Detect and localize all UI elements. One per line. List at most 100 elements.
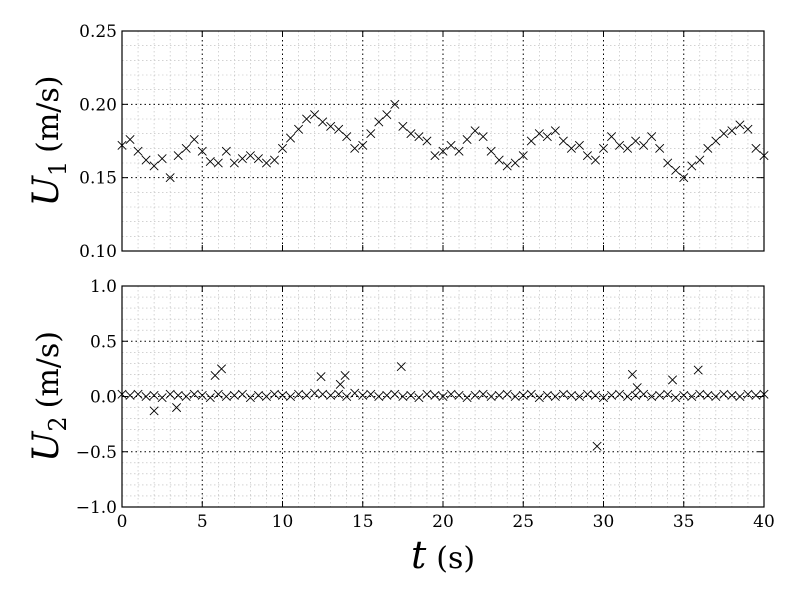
data-point — [334, 389, 344, 399]
data-point — [518, 151, 528, 161]
data-point — [478, 132, 488, 142]
data-point — [189, 389, 199, 399]
data-point — [719, 389, 729, 399]
data-point — [374, 117, 384, 127]
data-point — [286, 391, 296, 402]
data-point — [286, 133, 296, 143]
data-point — [165, 173, 175, 183]
data-point — [197, 390, 207, 400]
data-point — [157, 393, 167, 403]
data-point — [632, 383, 642, 393]
data-point — [494, 390, 504, 400]
bottom-y-tick-labels: −1.0 −0.5 0.0 0.5 1.0 — [76, 277, 117, 518]
bottom-ylabel-symbol: U — [26, 430, 67, 462]
data-point — [294, 389, 304, 399]
data-point — [414, 132, 424, 142]
data-point — [141, 391, 151, 402]
data-point — [510, 158, 520, 168]
data-point — [671, 165, 681, 175]
data-point — [125, 135, 135, 145]
data-point — [350, 143, 360, 153]
data-point — [133, 389, 143, 399]
data-point — [679, 173, 689, 183]
bottom-plot-frame — [121, 285, 765, 508]
top-scatter-markers — [117, 99, 769, 183]
data-point — [422, 136, 432, 146]
data-point — [719, 129, 729, 139]
data-point — [438, 146, 448, 156]
data-point — [149, 406, 159, 416]
data-point — [558, 389, 568, 399]
data-point — [173, 390, 183, 400]
top-panel-u1: 0.10 0.15 0.20 0.25 U1 (m/s) — [26, 22, 769, 262]
data-point — [462, 393, 472, 403]
data-point — [213, 158, 223, 168]
data-point — [342, 391, 352, 402]
data-point — [526, 389, 536, 399]
data-point — [615, 389, 625, 399]
data-point — [342, 132, 352, 142]
data-point — [631, 390, 641, 400]
data-point — [542, 390, 552, 400]
data-point — [550, 391, 560, 402]
data-point — [316, 372, 326, 382]
bottom-scatter-markers — [117, 362, 769, 451]
data-point — [221, 391, 231, 402]
data-point — [502, 161, 512, 171]
data-point — [398, 391, 408, 402]
bottom-x-tick-labels: 0 5 10 15 20 25 30 35 40 — [117, 512, 775, 532]
data-point — [237, 389, 247, 399]
data-point — [125, 390, 135, 400]
data-point — [302, 114, 312, 124]
x-tick-label: 35 — [673, 512, 695, 532]
top-plot-frame — [121, 30, 765, 252]
data-point — [310, 388, 320, 398]
data-point — [157, 154, 167, 164]
data-point — [607, 390, 617, 400]
data-point — [687, 391, 697, 402]
data-point — [623, 391, 633, 402]
y-tick-label: 0.10 — [79, 242, 117, 262]
top-y-tick-labels: 0.10 0.15 0.20 0.25 — [79, 22, 117, 262]
data-point — [430, 151, 440, 161]
xlabel-units: (s) — [436, 541, 475, 576]
data-point — [494, 155, 504, 165]
data-point — [735, 120, 745, 130]
bottom-y-axis-label: U2 (m/s) — [26, 331, 72, 462]
top-grid — [121, 30, 765, 252]
data-point — [253, 154, 263, 164]
data-point — [703, 143, 713, 153]
data-point — [542, 132, 552, 142]
bottom-ylabel-subscript: 2 — [44, 416, 72, 431]
data-point — [711, 391, 721, 402]
data-point — [639, 140, 649, 150]
data-point — [326, 121, 336, 131]
data-point — [655, 143, 665, 153]
data-point — [566, 143, 576, 153]
data-point — [294, 124, 304, 134]
y-tick-label: −1.0 — [76, 498, 117, 518]
data-point — [261, 158, 271, 168]
x-tick-label: 15 — [352, 512, 374, 532]
data-point — [133, 146, 143, 156]
data-point — [751, 390, 761, 400]
data-point — [438, 391, 448, 402]
data-point — [335, 379, 345, 389]
data-point — [245, 151, 255, 161]
data-point — [534, 393, 544, 403]
data-point — [310, 110, 320, 120]
data-point — [582, 389, 592, 399]
data-point — [470, 390, 480, 400]
y-tick-label: 1.0 — [90, 277, 117, 297]
data-point — [318, 389, 328, 399]
data-point — [398, 121, 408, 131]
data-point — [374, 391, 384, 402]
data-point — [655, 390, 665, 400]
data-point — [727, 126, 737, 136]
data-point — [277, 143, 288, 153]
bottom-panel-u2: −1.0 −0.5 0.0 0.5 1.0 0 5 10 15 20 25 30 35 40 U2 (m/… — [26, 277, 775, 577]
x-tick-label: 20 — [432, 512, 454, 532]
y-tick-label: 0.0 — [90, 388, 117, 408]
data-point — [623, 143, 633, 153]
data-point — [693, 365, 703, 375]
